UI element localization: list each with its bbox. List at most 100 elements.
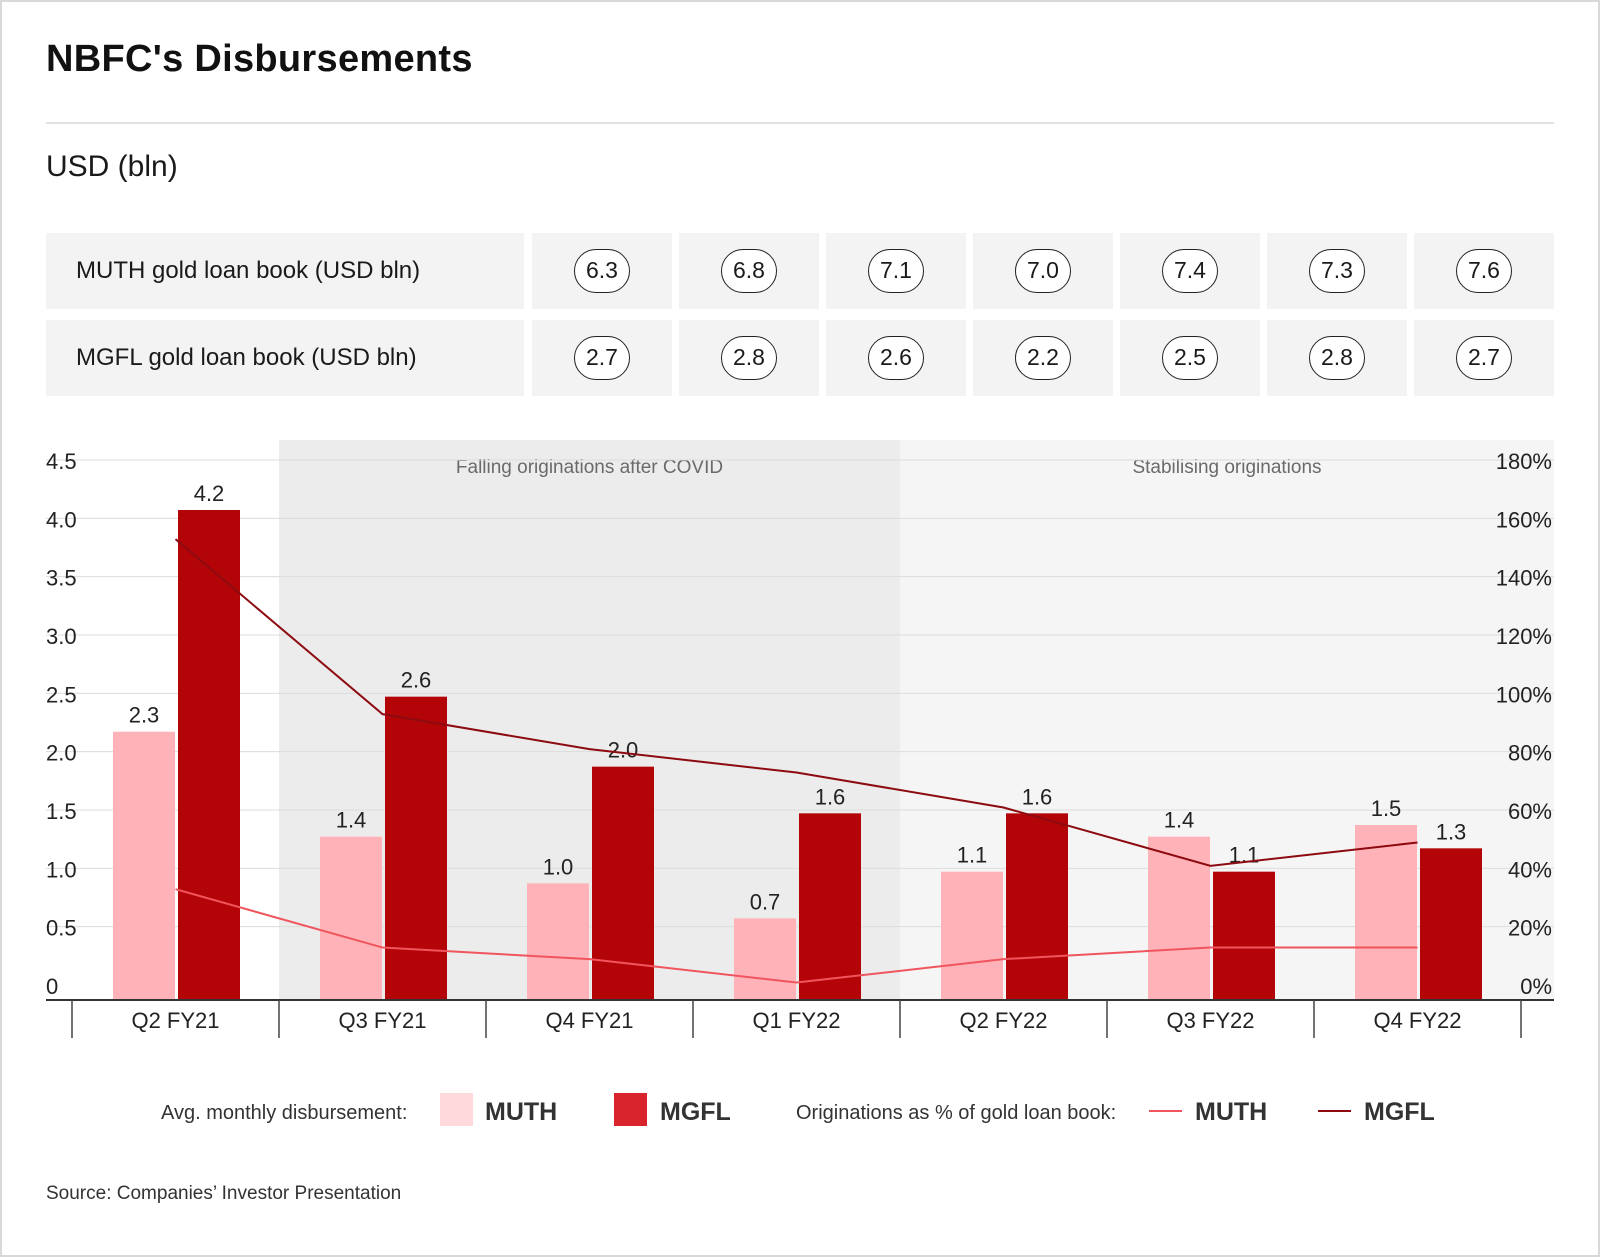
y-left-tick-label: 1.0: [46, 857, 77, 882]
line-muth: [175, 888, 1418, 984]
legend-muth-line-label: MUTH: [1195, 1098, 1268, 1126]
bar-muth: [320, 836, 382, 1000]
table-cell: 7.4: [1120, 233, 1260, 309]
loan-book-row-mgfl: MGFL gold loan book (USD bln) 2.7 2.8 2.…: [46, 320, 1554, 396]
y-right-tick-label: 160%: [1496, 507, 1552, 532]
y-right-tick-label: 60%: [1508, 799, 1552, 824]
bar-value-label: 1.3: [1436, 819, 1467, 844]
bar-mgfl: [1006, 813, 1068, 1000]
bar-value-label: 1.6: [815, 784, 846, 809]
bar-muth: [734, 918, 796, 1000]
legend-lines-title: Originations as % of gold loan book:: [796, 1102, 1117, 1124]
value-pill: 7.6: [1456, 249, 1512, 293]
value-pill: 6.3: [574, 249, 630, 293]
bar-value-label: 1.6: [1022, 784, 1053, 809]
legend-mgfl-line-label: MGFL: [1364, 1098, 1435, 1126]
table-cell: 2.7: [532, 320, 672, 396]
x-tick-label: Q4 FY21: [545, 1008, 633, 1033]
value-pill: 2.8: [1309, 336, 1365, 380]
y-left-tick-label: 4.5: [46, 449, 77, 474]
value-pill: 2.7: [574, 336, 630, 380]
y-left-tick-label: 0.5: [46, 916, 77, 941]
bar-value-label: 1.5: [1371, 796, 1402, 821]
legend-mgfl-line-swatch: [1318, 1110, 1351, 1112]
legend-muth-bar-swatch: [440, 1093, 473, 1126]
value-pill: 7.3: [1309, 249, 1365, 293]
unit-label: USD (bln): [46, 150, 178, 183]
y-left-tick-label: 1.5: [46, 799, 77, 824]
bar-muth: [527, 883, 589, 1000]
y-right-tick-label: 0%: [1520, 974, 1552, 999]
table-cell: 7.3: [1267, 233, 1407, 309]
bar-muth: [1148, 836, 1210, 1000]
chart-title: NBFC's Disbursements: [46, 38, 473, 80]
value-pill: 7.4: [1162, 249, 1218, 293]
bar-value-label: 1.4: [336, 808, 367, 833]
x-tick-label: Q4 FY22: [1373, 1008, 1461, 1033]
x-tick-label: Q1 FY22: [752, 1008, 840, 1033]
region-label: Stabilising originations: [1132, 457, 1321, 478]
value-pill: 7.1: [868, 249, 924, 293]
table-cell: 7.6: [1414, 233, 1554, 309]
table-cell: 6.8: [679, 233, 819, 309]
disbursement-chart: Falling originations after COVID Stabilis…: [46, 440, 1554, 1038]
value-pill: 2.2: [1015, 336, 1071, 380]
legend-bars-title: Avg. monthly disbursement:: [161, 1102, 408, 1124]
table-cell: 2.8: [679, 320, 819, 396]
bar-value-label: 2.0: [608, 738, 639, 763]
value-pill: 2.5: [1162, 336, 1218, 380]
value-pill: 2.7: [1456, 336, 1512, 380]
bar-muth: [1355, 825, 1417, 1000]
bar-value-label: 2.6: [401, 668, 432, 693]
bar-mgfl: [1420, 848, 1482, 1000]
region-label: Falling originations after COVID: [456, 457, 723, 478]
bar-mgfl: [799, 813, 861, 1000]
bar-value-label: 1.1: [957, 843, 988, 868]
region-shade: [279, 440, 900, 1000]
bar-value-label: 2.3: [129, 703, 160, 728]
bar-muth: [941, 871, 1003, 1000]
loan-book-row-muth: MUTH gold loan book (USD bln) 6.3 6.8 7.…: [46, 233, 1554, 309]
bar-muth: [113, 731, 175, 1000]
y-left-tick-label: 2.5: [46, 682, 77, 707]
bar-mgfl: [178, 510, 240, 1000]
table-cell: 2.5: [1120, 320, 1260, 396]
table-cell: 7.0: [973, 233, 1113, 309]
value-pill: 2.8: [721, 336, 777, 380]
line-mgfl: [174, 538, 1418, 867]
table-cell: 2.6: [826, 320, 966, 396]
y-left-tick-label: 3.5: [46, 566, 77, 591]
y-left-tick-label: 3.0: [46, 624, 77, 649]
y-right-tick-label: 180%: [1496, 449, 1552, 474]
x-tick-label: Q3 FY21: [338, 1008, 426, 1033]
row-label: MGFL gold loan book (USD bln): [46, 320, 524, 396]
bar-value-label: 0.7: [750, 889, 781, 914]
bar-value-label: 1.0: [543, 854, 574, 879]
table-cell: 6.3: [532, 233, 672, 309]
legend-muth-bar-label: MUTH: [485, 1098, 558, 1126]
bar-mgfl: [1213, 871, 1275, 1000]
y-left-tick-label: 2.0: [46, 741, 77, 766]
y-right-tick-label: 140%: [1496, 566, 1552, 591]
table-cell: 2.8: [1267, 320, 1407, 396]
y-right-tick-label: 120%: [1496, 624, 1552, 649]
table-cell: 2.2: [973, 320, 1113, 396]
y-left-tick-label: 0: [46, 974, 58, 999]
legend-mgfl-bar-label: MGFL: [660, 1098, 731, 1126]
x-tick-label: Q2 FY22: [959, 1008, 1047, 1033]
bar-value-label: 1.4: [1164, 808, 1195, 833]
bar-value-label: 4.2: [194, 481, 225, 506]
x-tick-label: Q3 FY22: [1166, 1008, 1254, 1033]
value-pill: 6.8: [721, 249, 777, 293]
bar-mgfl: [385, 696, 447, 1000]
y-right-tick-label: 100%: [1496, 682, 1552, 707]
title-divider: [46, 122, 1554, 124]
y-right-tick-label: 40%: [1508, 857, 1552, 882]
x-tick-label: Q2 FY21: [131, 1008, 219, 1033]
value-pill: 2.6: [868, 336, 924, 380]
y-right-tick-label: 20%: [1508, 916, 1552, 941]
y-right-tick-label: 80%: [1508, 741, 1552, 766]
row-label: MUTH gold loan book (USD bln): [46, 233, 524, 309]
legend-mgfl-bar-swatch: [614, 1093, 647, 1126]
table-cell: 7.1: [826, 233, 966, 309]
